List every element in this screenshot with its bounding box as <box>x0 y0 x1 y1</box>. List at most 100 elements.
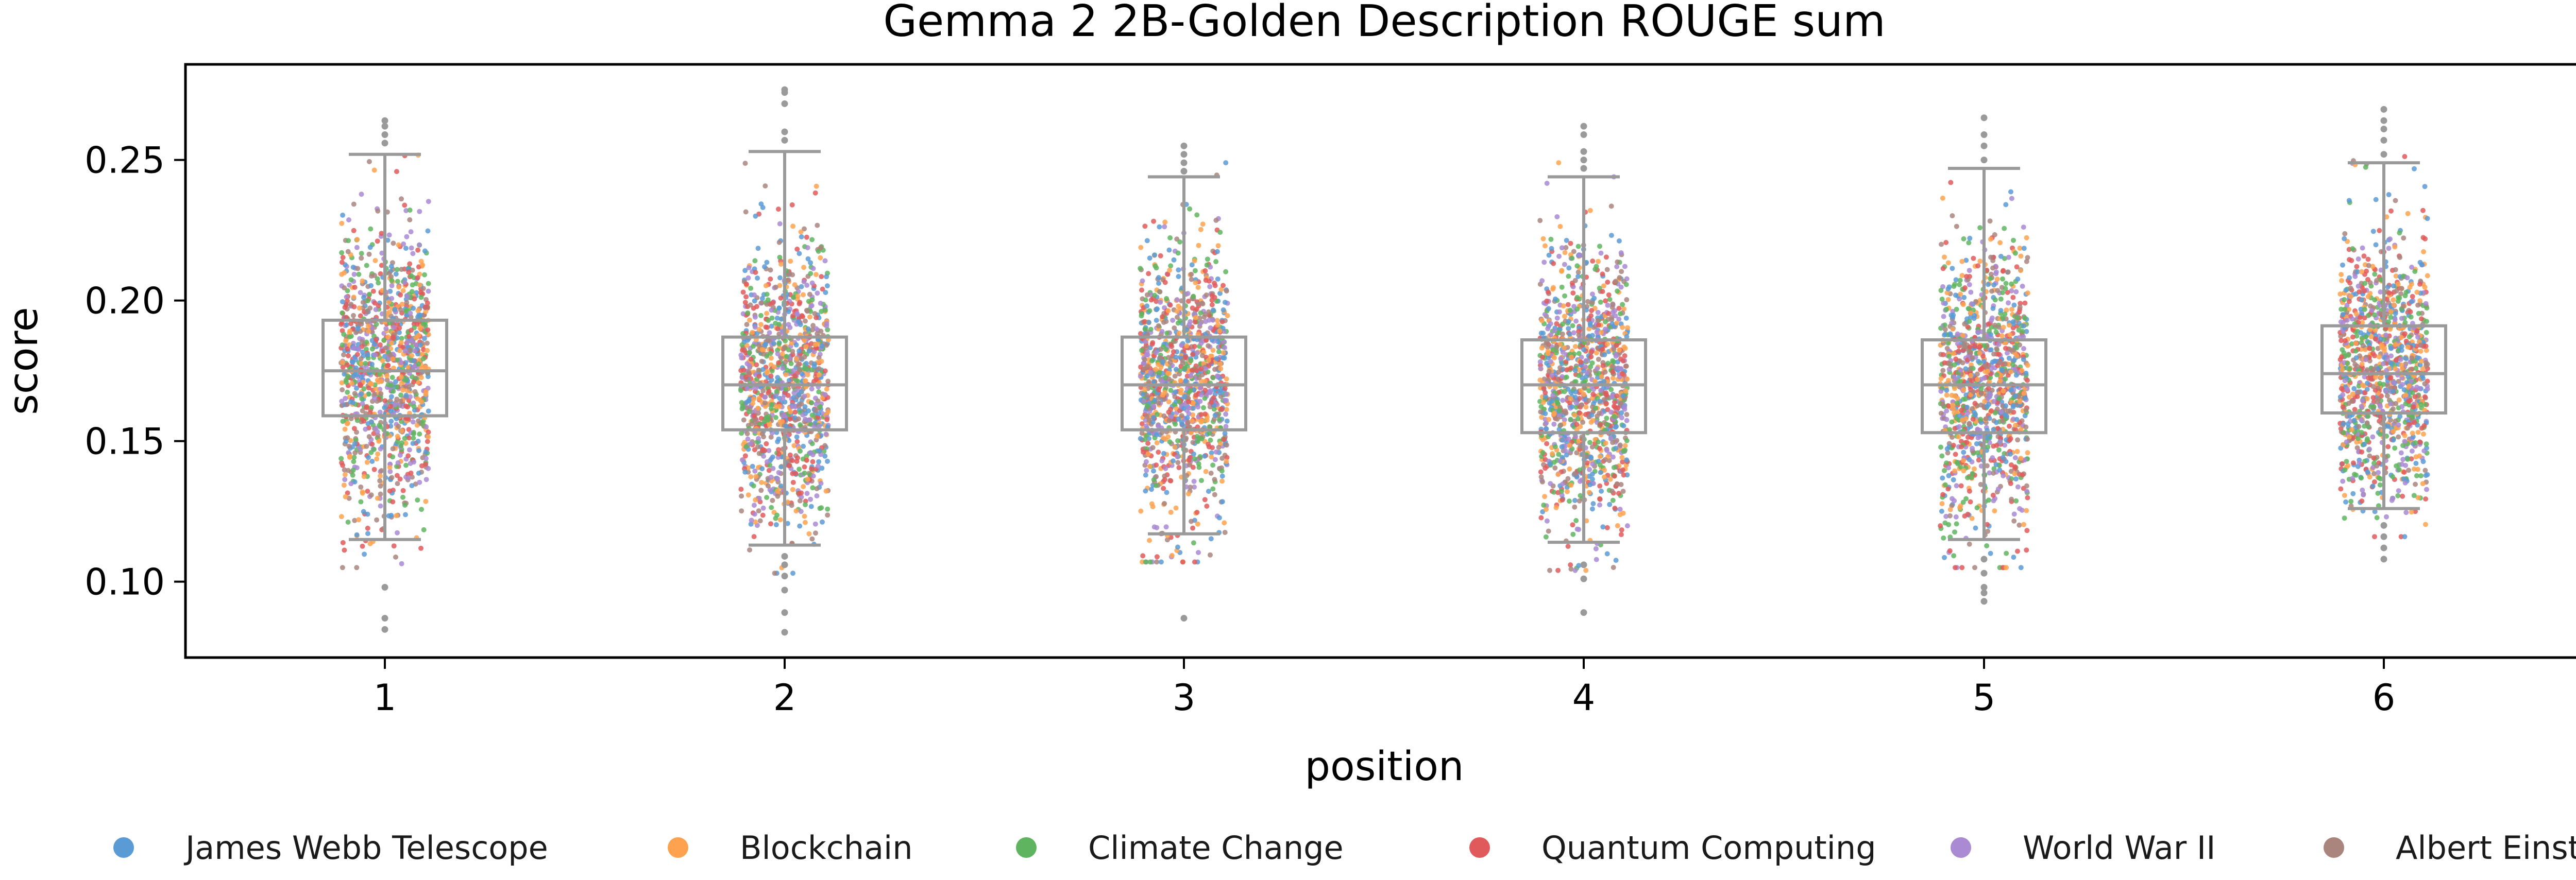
strip-point <box>1175 315 1180 320</box>
strip-point <box>349 381 354 386</box>
strip-point <box>364 459 370 465</box>
strip-point <box>360 401 365 406</box>
strip-point <box>1190 525 1196 531</box>
strip-point <box>1142 387 1147 392</box>
strip-point <box>1550 451 1555 456</box>
strip-point <box>772 571 777 576</box>
strip-point <box>1577 410 1582 416</box>
strip-point <box>1196 375 1202 381</box>
strip-point <box>755 405 761 411</box>
strip-point <box>776 206 781 212</box>
strip-point <box>2016 522 2022 528</box>
strip-point <box>1593 405 1599 411</box>
strip-point <box>1598 250 1604 256</box>
strip-point <box>777 275 783 281</box>
strip-point <box>1172 373 1178 379</box>
strip-point <box>739 400 744 405</box>
strip-point <box>1613 279 1618 284</box>
strip-point <box>1606 292 1612 298</box>
strip-point <box>1213 449 1219 455</box>
strip-point <box>1551 285 1556 290</box>
strip-point <box>775 351 781 356</box>
strip-point <box>414 321 420 327</box>
strip-point <box>377 478 383 484</box>
strip-point <box>340 212 346 218</box>
strip-point <box>354 352 360 357</box>
strip-point <box>423 391 429 397</box>
strip-point <box>418 545 423 551</box>
strip-point <box>1214 318 1220 323</box>
strip-point <box>781 413 787 418</box>
strip-point <box>405 475 411 481</box>
strip-point <box>1223 269 1229 274</box>
strip-point <box>342 371 347 377</box>
strip-point <box>1618 400 1624 406</box>
strip-point <box>1225 313 1230 318</box>
strip-point <box>1159 329 1165 334</box>
strip-point <box>363 360 368 366</box>
strip-point <box>344 294 349 300</box>
strip-point <box>1608 436 1614 441</box>
strip-point <box>376 303 381 308</box>
strip-point <box>389 296 395 301</box>
strip-point <box>1222 398 1228 403</box>
strip-point <box>1168 388 1174 393</box>
strip-point <box>1623 282 1629 287</box>
strip-point <box>1562 262 1567 267</box>
strip-point <box>799 389 804 394</box>
strip-point <box>765 324 770 330</box>
strip-point <box>369 459 375 464</box>
strip-point <box>340 387 345 392</box>
strip-point <box>1966 240 1972 246</box>
strip-point <box>394 473 400 478</box>
strip-point <box>370 288 376 294</box>
strip-point <box>810 473 816 479</box>
strip-point <box>1569 354 1574 360</box>
strip-point <box>808 421 814 427</box>
strip-point <box>790 479 796 485</box>
strip-point <box>1614 320 1619 326</box>
strip-point <box>764 260 770 265</box>
strip-point <box>421 527 427 532</box>
strip-point <box>407 208 413 213</box>
strip-point <box>753 497 758 503</box>
strip-point <box>1219 499 1225 505</box>
strip-point <box>1560 481 1566 487</box>
strip-point <box>1154 307 1159 313</box>
strip-point <box>1223 411 1229 417</box>
strip-point <box>1592 266 1598 272</box>
strip-point <box>803 344 809 350</box>
strip-point <box>816 463 821 469</box>
strip-point <box>1161 413 1167 419</box>
strip-point <box>785 499 790 505</box>
strip-point <box>776 305 782 311</box>
strip-point <box>1620 302 1625 307</box>
strip-point <box>776 470 782 475</box>
strip-point <box>759 296 765 301</box>
strip-point <box>787 452 793 458</box>
strip-point <box>1565 302 1571 307</box>
strip-point <box>410 441 416 446</box>
strip-point <box>1603 440 1608 446</box>
strip-point <box>776 360 782 366</box>
strip-point <box>354 245 360 250</box>
strip-point <box>369 361 375 367</box>
strip-point <box>400 288 406 294</box>
strip-point <box>1594 557 1599 562</box>
strip-point <box>381 337 387 343</box>
strip-point <box>1179 342 1184 348</box>
strip-point <box>769 307 774 313</box>
strip-point <box>426 199 431 204</box>
strip-point <box>340 365 346 370</box>
strip-point <box>353 330 359 335</box>
strip-point <box>760 388 766 393</box>
strip-point <box>390 454 396 460</box>
strip-point <box>789 458 795 463</box>
strip-point <box>350 468 356 473</box>
strip-point <box>1189 271 1194 277</box>
strip-point <box>354 237 360 243</box>
strip-point <box>1200 221 1206 227</box>
strip-point <box>1572 412 1578 418</box>
strip-point <box>1596 258 1601 264</box>
strip-point <box>1617 347 1622 353</box>
